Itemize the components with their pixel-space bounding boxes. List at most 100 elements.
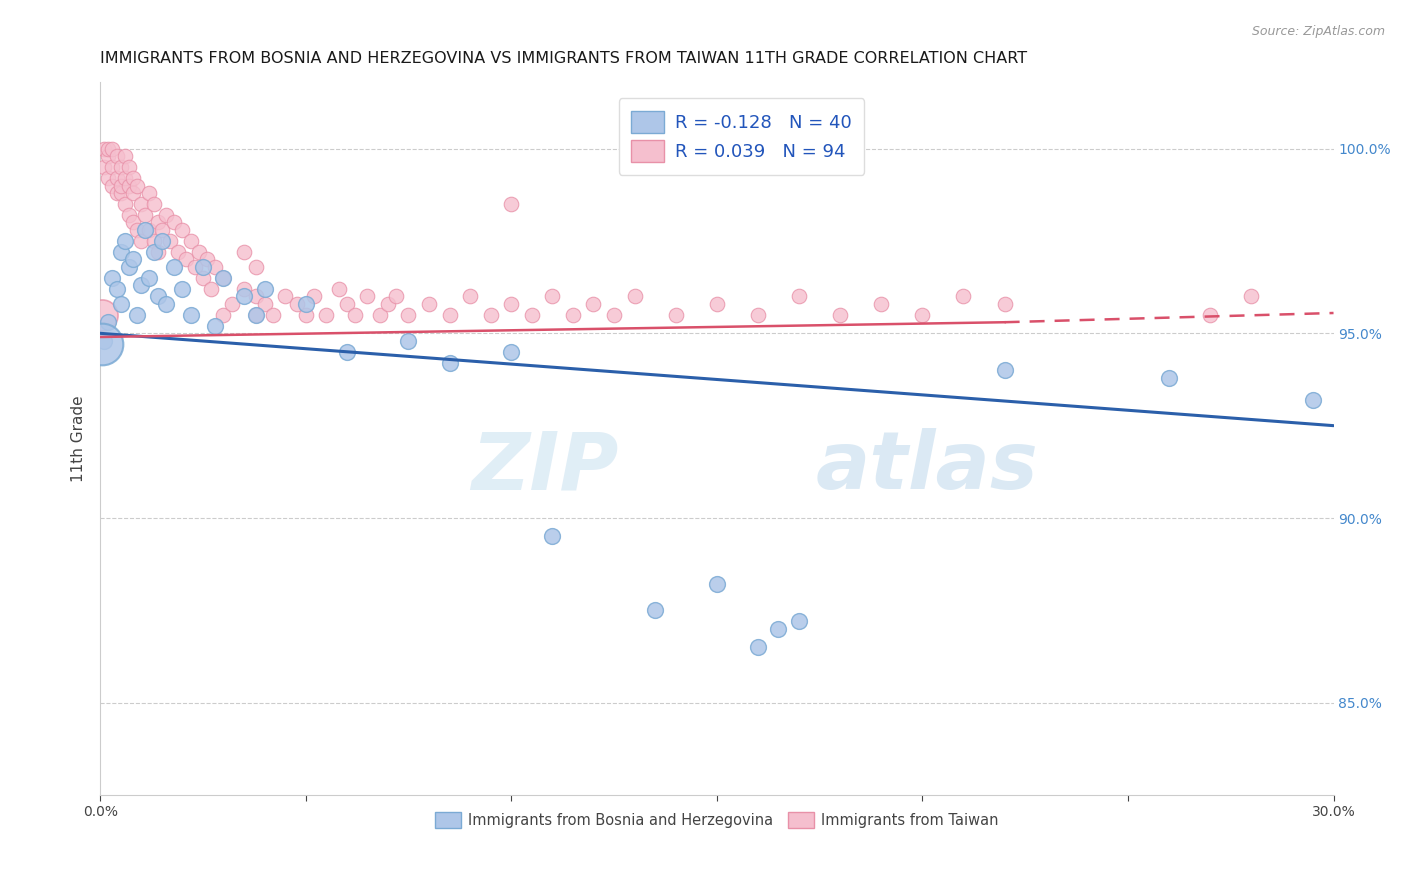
Point: [253, 297, 276, 311]
Point: [398, 334, 420, 348]
Point: [195, 252, 218, 267]
Point: [91, 308, 114, 322]
Point: [665, 308, 688, 322]
Point: [101, 160, 124, 174]
Point: [114, 171, 136, 186]
Point: [127, 223, 149, 237]
Text: atlas: atlas: [815, 428, 1038, 506]
Point: [501, 197, 523, 211]
Point: [146, 245, 169, 260]
Point: [501, 297, 523, 311]
Point: [294, 308, 316, 322]
Point: [253, 282, 276, 296]
Text: ZIP: ZIP: [471, 428, 619, 506]
Point: [101, 142, 124, 156]
Point: [150, 234, 173, 248]
Point: [200, 282, 222, 296]
Point: [122, 215, 145, 229]
Point: [142, 245, 165, 260]
Point: [233, 289, 256, 303]
Point: [172, 282, 194, 296]
Point: [110, 186, 132, 200]
Point: [93, 160, 115, 174]
Point: [118, 160, 141, 174]
Point: [110, 297, 132, 311]
Point: [97, 315, 120, 329]
Point: [787, 615, 810, 629]
Point: [233, 245, 256, 260]
Point: [146, 289, 169, 303]
Point: [603, 308, 626, 322]
Point: [398, 308, 420, 322]
Point: [262, 308, 284, 322]
Point: [97, 149, 120, 163]
Point: [623, 289, 645, 303]
Point: [911, 308, 934, 322]
Point: [479, 308, 502, 322]
Point: [159, 234, 181, 248]
Point: [204, 260, 226, 274]
Point: [150, 223, 173, 237]
Point: [110, 178, 132, 193]
Legend: Immigrants from Bosnia and Herzegovina, Immigrants from Taiwan: Immigrants from Bosnia and Herzegovina, …: [429, 806, 1005, 834]
Point: [138, 271, 160, 285]
Point: [768, 622, 790, 636]
Point: [344, 308, 367, 322]
Point: [93, 334, 115, 348]
Point: [163, 215, 186, 229]
Point: [204, 318, 226, 333]
Text: IMMIGRANTS FROM BOSNIA AND HERZEGOVINA VS IMMIGRANTS FROM TAIWAN 11TH GRADE CORR: IMMIGRANTS FROM BOSNIA AND HERZEGOVINA V…: [100, 51, 1028, 66]
Point: [747, 640, 769, 655]
Point: [118, 208, 141, 222]
Point: [167, 245, 190, 260]
Point: [368, 308, 391, 322]
Point: [110, 160, 132, 174]
Point: [212, 308, 235, 322]
Point: [212, 271, 235, 285]
Point: [180, 234, 202, 248]
Point: [439, 308, 461, 322]
Point: [233, 282, 256, 296]
Point: [127, 178, 149, 193]
Point: [245, 308, 267, 322]
Point: [501, 344, 523, 359]
Point: [187, 245, 209, 260]
Point: [155, 297, 177, 311]
Point: [830, 308, 852, 322]
Point: [191, 271, 214, 285]
Point: [97, 142, 120, 156]
Point: [105, 149, 128, 163]
Point: [541, 529, 564, 543]
Point: [114, 149, 136, 163]
Point: [1240, 289, 1263, 303]
Y-axis label: 11th Grade: 11th Grade: [72, 395, 86, 482]
Point: [122, 186, 145, 200]
Point: [294, 297, 316, 311]
Point: [155, 208, 177, 222]
Point: [315, 308, 337, 322]
Point: [138, 223, 160, 237]
Point: [245, 260, 267, 274]
Point: [706, 577, 728, 591]
Point: [127, 308, 149, 322]
Point: [91, 337, 114, 351]
Point: [212, 271, 235, 285]
Point: [1157, 370, 1180, 384]
Point: [105, 186, 128, 200]
Point: [994, 297, 1017, 311]
Point: [541, 289, 564, 303]
Point: [180, 308, 202, 322]
Point: [138, 186, 160, 200]
Point: [129, 197, 152, 211]
Point: [163, 260, 186, 274]
Point: [1302, 392, 1324, 407]
Point: [747, 308, 769, 322]
Point: [118, 178, 141, 193]
Point: [114, 197, 136, 211]
Point: [142, 234, 165, 248]
Point: [142, 197, 165, 211]
Point: [356, 289, 378, 303]
Point: [245, 289, 267, 303]
Point: [458, 289, 481, 303]
Point: [377, 297, 399, 311]
